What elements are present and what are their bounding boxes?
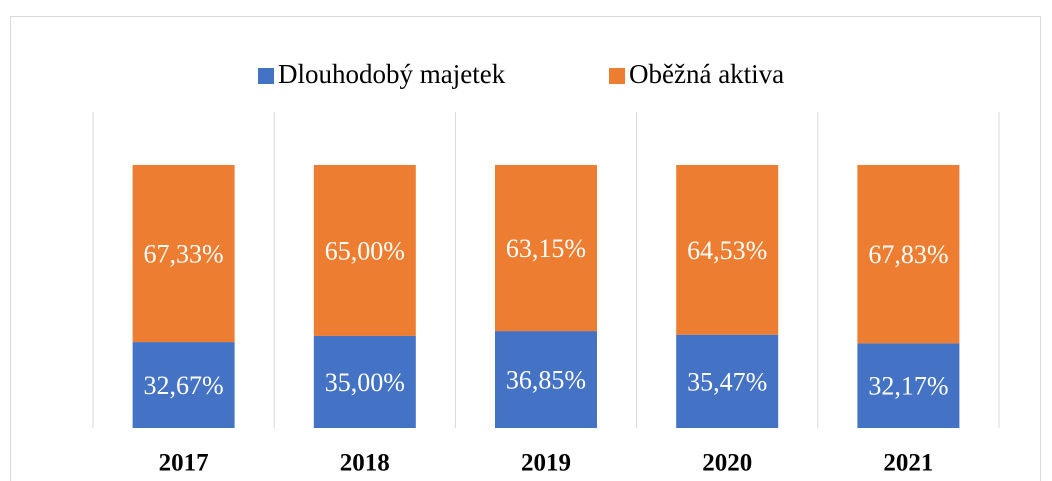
bar-segment: [857, 343, 960, 428]
data-label: 63,15%: [506, 234, 586, 263]
legend-swatch: [258, 68, 274, 84]
x-tick-label: 2017: [159, 450, 209, 477]
x-tick-label: 2019: [521, 450, 571, 477]
x-tick-label: 2018: [340, 450, 390, 477]
x-tick-label: 2020: [702, 450, 752, 477]
data-label: 35,47%: [687, 367, 767, 396]
legend-swatch: [609, 68, 625, 84]
legend-label: Oběžná aktiva: [629, 59, 784, 89]
bar-segment: [132, 342, 235, 428]
bar-segment: [495, 165, 597, 332]
data-label: 32,67%: [144, 371, 224, 400]
data-label: 32,17%: [868, 372, 948, 401]
data-label: 64,53%: [687, 236, 767, 265]
bar-segment: [676, 165, 779, 335]
legend-label: Dlouhodobý majetek: [278, 59, 506, 89]
data-label: 65,00%: [325, 236, 405, 265]
bar-segment: [857, 165, 960, 344]
x-tick-label: 2021: [883, 450, 933, 477]
data-label: 35,00%: [325, 368, 405, 397]
data-label: 67,33%: [144, 240, 224, 269]
bar-segment: [495, 331, 597, 428]
bar-segment: [676, 334, 779, 428]
data-label: 36,85%: [506, 366, 586, 395]
bar-segment: [313, 335, 416, 428]
bar-segment: [132, 165, 235, 343]
bar-segment: [313, 165, 416, 336]
data-label: 67,83%: [868, 240, 948, 269]
